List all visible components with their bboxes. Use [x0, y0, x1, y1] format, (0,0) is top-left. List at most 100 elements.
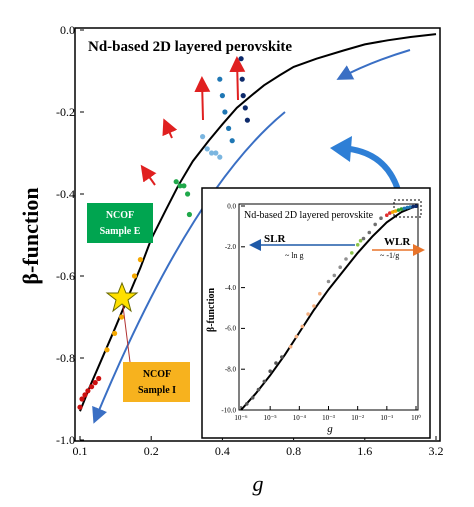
series-2-point — [318, 291, 322, 296]
flow-arrow-blue-upper — [336, 49, 411, 80]
x-tick-label: 10⁻³ — [322, 414, 335, 422]
main-title: Nd-based 2D layered perovskite — [88, 39, 292, 55]
series-10-point — [414, 204, 418, 208]
x-tick-label: 10⁰ — [411, 414, 421, 422]
series-1-point — [89, 384, 95, 390]
series-2-point — [137, 257, 143, 263]
series-0-line — [240, 205, 417, 411]
series-1-point — [274, 361, 278, 365]
series-2-point — [119, 314, 125, 320]
main-y-axis-label: β-function — [18, 187, 43, 284]
series-5-point — [361, 236, 366, 241]
main-plot-frame — [74, 27, 441, 442]
series-1-point — [79, 396, 85, 402]
x-tick-label: 3.2 — [429, 444, 444, 458]
series-1-point — [262, 379, 267, 384]
x-tick-label: 0.2 — [144, 444, 159, 458]
series-4-point — [350, 251, 354, 255]
series-2-point — [312, 304, 316, 308]
series-5-point — [367, 230, 372, 235]
sample-i-box — [123, 362, 190, 402]
series-6-point — [238, 56, 244, 62]
series-2-point — [306, 312, 310, 316]
series-5-point — [379, 216, 383, 220]
inset-marks — [240, 204, 418, 411]
series-5-point — [229, 138, 235, 144]
series-2-point — [104, 347, 110, 353]
series-5-point — [219, 93, 225, 99]
y-tick-label: -2.0 — [225, 243, 237, 251]
inset-y-axis-label: β-function — [206, 287, 217, 332]
series-1-point — [85, 388, 91, 394]
series-1-point — [256, 387, 261, 392]
y-tick-label: -8.0 — [225, 366, 237, 374]
series-3-point — [173, 179, 179, 185]
series-4-point — [213, 150, 219, 156]
inset-x-axis-label: g — [327, 423, 333, 435]
series-5-point — [226, 125, 232, 131]
main-y-ticks: 0.0 -0.2 -0.4 -0.6 -0.8 -1.0 — [56, 23, 84, 447]
wlr-note: ~ -1/g — [380, 251, 399, 260]
inset-outer-frame — [201, 187, 431, 439]
zoom-callout-arrowhead — [330, 136, 352, 162]
sample-i-label-2: Sample I — [138, 385, 176, 396]
y-tick-label: -6.0 — [225, 325, 237, 333]
series-9-point — [408, 205, 413, 209]
y-tick-label: -0.2 — [56, 105, 75, 119]
sample-i-label-1: NCOF — [143, 369, 171, 380]
x-tick-label: 10⁻⁴ — [293, 414, 307, 422]
series-4-point — [209, 150, 215, 156]
star-marker — [105, 281, 139, 313]
series-2-point — [131, 273, 138, 279]
y-tick-label: -10.0 — [221, 406, 236, 414]
series-3-point — [332, 273, 337, 278]
upturn-arrow-4 — [229, 56, 246, 101]
series-4-point — [204, 146, 210, 152]
series-5-point — [217, 76, 223, 82]
series-5-point — [373, 222, 378, 227]
y-tick-label: 0.0 — [227, 202, 236, 210]
sample-e-label-2: Sample E — [100, 226, 141, 237]
series-2-point — [112, 330, 118, 336]
y-tick-label: 0.0 — [60, 23, 75, 37]
series-9-point — [402, 206, 407, 211]
series-1-point — [268, 369, 273, 374]
series-5-point — [222, 109, 228, 115]
upturn-arrow-1 — [140, 164, 157, 186]
y-tick-label: -0.6 — [56, 269, 75, 283]
upturn-arrow-3 — [194, 76, 211, 121]
series-6-point — [244, 117, 250, 123]
inset-y-ticks: 0.0 -2.0 -4.0 -6.0 -8.0 -10.0 — [221, 202, 245, 414]
series-3-point — [344, 257, 348, 261]
series-8-point — [399, 207, 404, 211]
x-tick-label: 0.8 — [286, 444, 301, 458]
series-3-point — [338, 265, 343, 270]
series-1-point — [82, 392, 88, 398]
series-3-point — [326, 279, 331, 284]
y-tick-label: -0.8 — [56, 351, 75, 365]
inset-title: Nd-based 2D layered perovskite — [244, 210, 374, 221]
series-4-point — [200, 134, 206, 140]
series-1-point — [245, 402, 249, 406]
series-3-point — [186, 211, 192, 218]
series-6-point — [239, 76, 245, 82]
series-3-point — [177, 183, 183, 189]
main-x-axis-label: g — [253, 471, 264, 496]
wlr-label: WLR — [384, 236, 411, 248]
series-1-point — [92, 380, 98, 386]
series-7-point — [393, 209, 398, 213]
x-tick-label: 0.1 — [73, 444, 88, 458]
y-tick-label: -4.0 — [225, 284, 237, 292]
series-4-point — [217, 154, 223, 160]
inset-chart: 10⁻⁶ 10⁻⁵ 10⁻⁴ 10⁻³ 10⁻² 10⁻¹ 10⁰ 0.0 -2.0 -4.0 -… — [201, 187, 431, 439]
slr-label: SLR — [264, 233, 286, 245]
flow-arrow-blue-lower — [92, 111, 286, 424]
main-marks — [77, 33, 437, 412]
x-tick-label: 1.6 — [357, 444, 372, 458]
series-6-point — [385, 213, 389, 217]
sample-i-pointer — [121, 297, 131, 363]
inset-x-ticks: 10⁻⁶ 10⁻⁵ 10⁻⁴ 10⁻³ 10⁻² 10⁻¹ 10⁰ — [234, 406, 421, 422]
series-2-point — [300, 324, 305, 329]
series-2-point — [288, 345, 293, 349]
y-tick-label: -1.0 — [56, 433, 75, 447]
